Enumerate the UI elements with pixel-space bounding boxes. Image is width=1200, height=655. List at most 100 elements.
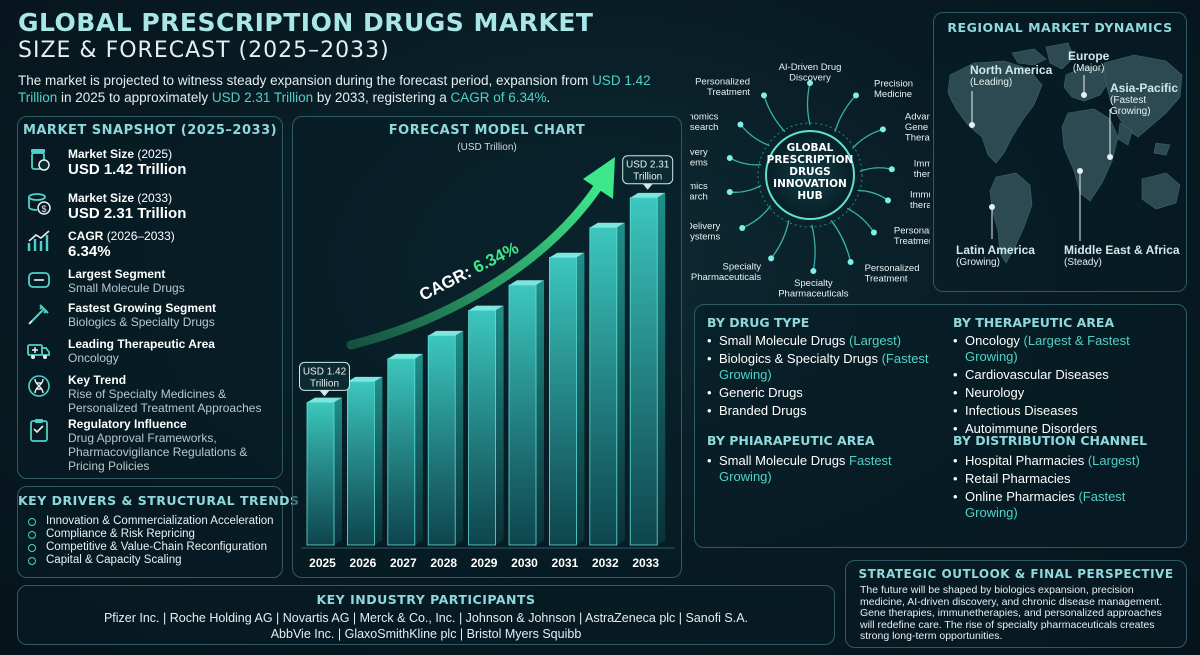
- snapshot-item: Market Size (2025) USD 1.42 Trillion: [26, 147, 278, 179]
- hub-node-label: Drug DeliverySystems: [690, 147, 708, 169]
- cagr-arrow: [346, 157, 615, 350]
- chart-bar: [306, 397, 342, 546]
- hub-node-dot: [884, 197, 891, 204]
- hub-node-label: Drug DeliverySystems: [690, 221, 720, 243]
- regional-dynamics-panel: REGIONAL MARKET DYNAMICS: [933, 12, 1187, 292]
- x-tick-label: 2028: [430, 556, 457, 570]
- hub-node-label: Precision Medicine: [874, 78, 913, 100]
- dna-icon: [26, 373, 52, 399]
- hub-node-label: Specialty Pharmaceuticals: [778, 278, 848, 300]
- hub-node-dot: [726, 154, 733, 161]
- x-tick-label: 2029: [471, 556, 498, 570]
- snapshot-detail: Drug Approval Frameworks, Pharmacovigila…: [68, 431, 248, 473]
- svg-text:USD 2.31: USD 2.31: [626, 160, 670, 171]
- snapshot-value: USD 2.31 Trillion: [68, 205, 187, 222]
- hub-node-dot: [768, 255, 775, 262]
- segment-item: Autoimmune Disorders: [953, 421, 1181, 437]
- segment-item: Biologics & Specialty Drugs (Fastest Gro…: [707, 351, 929, 383]
- hub-node-dot: [847, 259, 854, 266]
- page-subtitle: SIZE & FORECAST (2025–2033): [18, 38, 390, 63]
- segment-item: Generic Drugs: [707, 385, 929, 401]
- snapshot-item: Fastest Growing Segment Biologics & Speci…: [26, 301, 278, 329]
- hub-node-dot: [761, 92, 767, 99]
- key-drivers-panel: KEY DRIVERS & STRUCTURAL TRENDS Innovati…: [17, 486, 300, 578]
- chart-bar: [347, 376, 383, 546]
- snapshot-label: Market Size (2033): [68, 191, 173, 205]
- snapshot-value: USD 1.42 Trillion: [68, 161, 187, 178]
- hub-node-label: Specialty Pharmaceuticals: [691, 261, 761, 283]
- hub-node-label: GenomicsResearch: [690, 181, 708, 203]
- segment-item: Oncology (Largest & Fastest Growing): [953, 333, 1181, 365]
- segment-item: Infectious Diseases: [953, 403, 1181, 419]
- forecast-chart-panel: 2025 2026 2027 2028 2029 2030 2031 2032 2033 USD …: [292, 116, 682, 578]
- strategic-outlook-panel: STRATEGIC OUTLOOK & FINAL PERSPECTIVE Th…: [845, 560, 1187, 648]
- chart-bar: [548, 252, 585, 546]
- segment-heading-phiarapeutic: BY PHIARAPEUTIC AREA: [707, 433, 875, 448]
- x-tick-label: 2026: [350, 556, 377, 570]
- pill-bottle-icon: [26, 147, 52, 173]
- snapshot-item: CAGR (2026–2033) 6.34%: [26, 229, 278, 261]
- chart-bar: [629, 192, 666, 546]
- svg-text:$: $: [41, 204, 46, 214]
- hub-node-label: GenomicsResearch: [690, 111, 719, 133]
- segmentation-panel: BY DRUG TYPE Small Molecule Drugs (Large…: [694, 304, 1187, 548]
- svg-text:Trillion: Trillion: [310, 378, 339, 389]
- hub-node-label: Immuno-therapies: [914, 158, 930, 180]
- snapshot-item: $ Market Size (2033) USD 2.31 Trillion: [26, 191, 278, 223]
- chart-bar: [508, 280, 544, 546]
- snapshot-label: Leading Therapeutic Area: [68, 337, 215, 351]
- segment-heading-drug-type: BY DRUG TYPE: [707, 315, 810, 330]
- therapeutic-list: Oncology (Largest & Fastest Growing) Card…: [953, 333, 1181, 439]
- segment-item: Hospital Pharmacies (Largest): [953, 453, 1173, 469]
- hub-center-label: GLOBAL PRESCRIPTION DRUGS INNOVATION HUB: [767, 142, 854, 202]
- chart-bar: [468, 305, 504, 546]
- snapshot-item: Key Trend Rise of Specialty Medicines & P…: [26, 373, 278, 415]
- snapshot-detail: Rise of Specialty Medicines & Personaliz…: [68, 387, 262, 415]
- growth-chart-icon: [26, 229, 52, 255]
- page-title: GLOBAL PRESCRIPTION DRUGS MARKET: [18, 8, 594, 37]
- segment-item: Small Molecule Drugs Fastest Growing): [707, 453, 907, 485]
- x-tick-label: 2030: [511, 556, 538, 570]
- region-latin-america: Latin America (Growing): [956, 243, 1035, 268]
- syringe-icon: [26, 301, 52, 327]
- snapshot-detail: Small Molecule Drugs: [68, 281, 185, 295]
- distribution-list: Hospital Pharmacies (Largest) Retail Phar…: [953, 453, 1173, 523]
- forecast-chart: 2025 2026 2027 2028 2029 2030 2031 2032 2033 USD …: [299, 155, 675, 570]
- chart-unit: (USD Trillion): [457, 142, 517, 153]
- drivers-title: KEY DRIVERS & STRUCTURAL TRENDS: [18, 493, 300, 508]
- snapshot-label: Fastest Growing Segment: [68, 301, 217, 315]
- snapshot-detail: Biologics & Specialty Drugs: [68, 315, 215, 329]
- segment-item: Neurology: [953, 385, 1181, 401]
- phiarapeutic-list: Small Molecule Drugs Fastest Growing): [707, 453, 907, 487]
- region-north-america: North America (Leading): [970, 63, 1053, 88]
- snapshot-item: Leading Therapeutic Area Oncology: [26, 337, 278, 365]
- outlook-title: STRATEGIC OUTLOOK & FINAL PERSPECTIVE: [858, 567, 1174, 581]
- segment-heading-therapeutic: BY THERAPEUTIC AREA: [953, 315, 1115, 330]
- hub-node-dot: [739, 224, 746, 231]
- bullet-ring-icon: [28, 530, 36, 539]
- chart-title: FORECAST MODEL CHART: [388, 123, 586, 138]
- svg-text:Trillion: Trillion: [633, 172, 662, 183]
- hub-node-dot: [879, 126, 886, 133]
- hub-node-dot: [737, 121, 744, 128]
- participants-line: AbbVie Inc. | GlaxoSmithKline plc | Bris…: [270, 627, 582, 641]
- hub-node-label: AI-Driven Drug Discovery: [779, 62, 842, 84]
- tablet-icon: [26, 267, 52, 293]
- snapshot-title: MARKET SNAPSHOT (2025–2033): [22, 123, 278, 138]
- x-tick-label: 2027: [390, 556, 417, 570]
- snapshot-label: Regulatory Influence: [68, 417, 187, 431]
- innovation-hub: AI-Driven Drug Discovery Precision Medicine…: [650, 30, 953, 300]
- snapshot-label: Market Size (2025): [68, 147, 173, 161]
- hub-node-dot: [888, 166, 895, 173]
- hub-node-label: AdvancedGeneTherapies: [905, 111, 930, 143]
- ambulance-icon: [26, 337, 52, 363]
- svg-text:USD 1.42: USD 1.42: [303, 366, 347, 377]
- driver-item: Capital & Capacity Scaling: [28, 554, 182, 567]
- region-middle-east-africa: Middle East & Africa (Steady): [1064, 243, 1180, 268]
- hub-node-dot: [870, 229, 877, 236]
